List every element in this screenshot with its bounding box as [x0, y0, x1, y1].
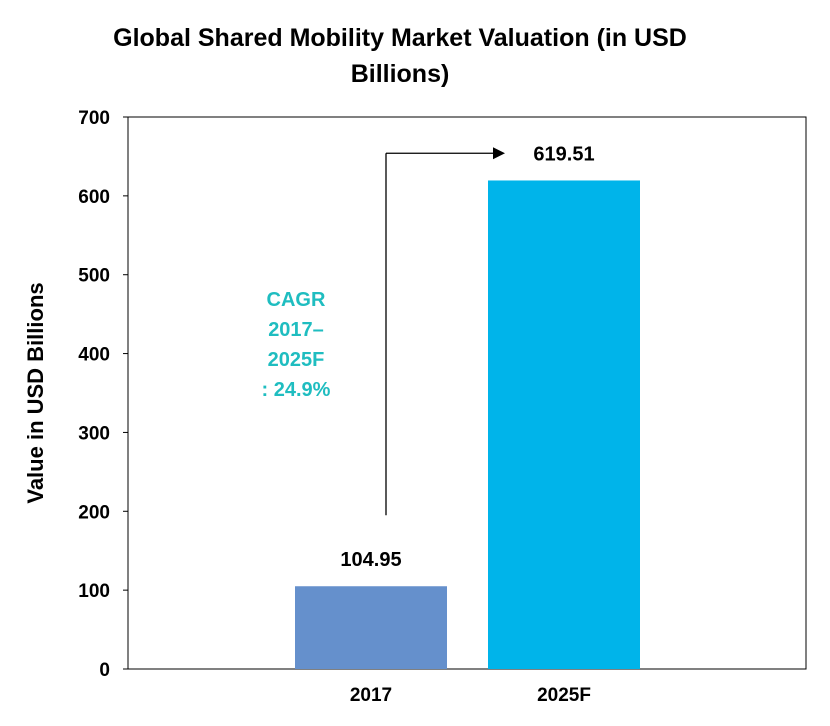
y-tick-label: 100: [78, 581, 110, 602]
plot-area: [127, 116, 807, 670]
cagr-annotation-line: CAGR: [267, 289, 326, 311]
cagr-annotation-line: 2017–: [268, 319, 324, 341]
x-tick-label: 2025F: [537, 685, 591, 706]
data-label: 104.95: [340, 549, 401, 571]
y-tick-label: 400: [78, 345, 110, 366]
cagr-annotation-line: 2025F: [268, 349, 325, 371]
bar-2017: [295, 586, 447, 669]
y-tick-label: 300: [78, 423, 110, 444]
x-tick-label: 2017: [350, 685, 392, 706]
cagr-arrow-head: [493, 147, 505, 160]
y-tick-label: 200: [78, 502, 110, 523]
cagr-annotation-line: : 24.9%: [262, 379, 331, 401]
y-tick-label: 600: [78, 187, 110, 208]
y-tick-label: 500: [78, 266, 110, 287]
y-tick-label: 700: [78, 108, 110, 129]
chart-title: Global Shared Mobility Market Valuation …: [113, 24, 687, 88]
y-tick-label: 0: [99, 660, 110, 681]
bar-2025F: [488, 180, 640, 669]
data-label: 619.51: [533, 143, 594, 165]
